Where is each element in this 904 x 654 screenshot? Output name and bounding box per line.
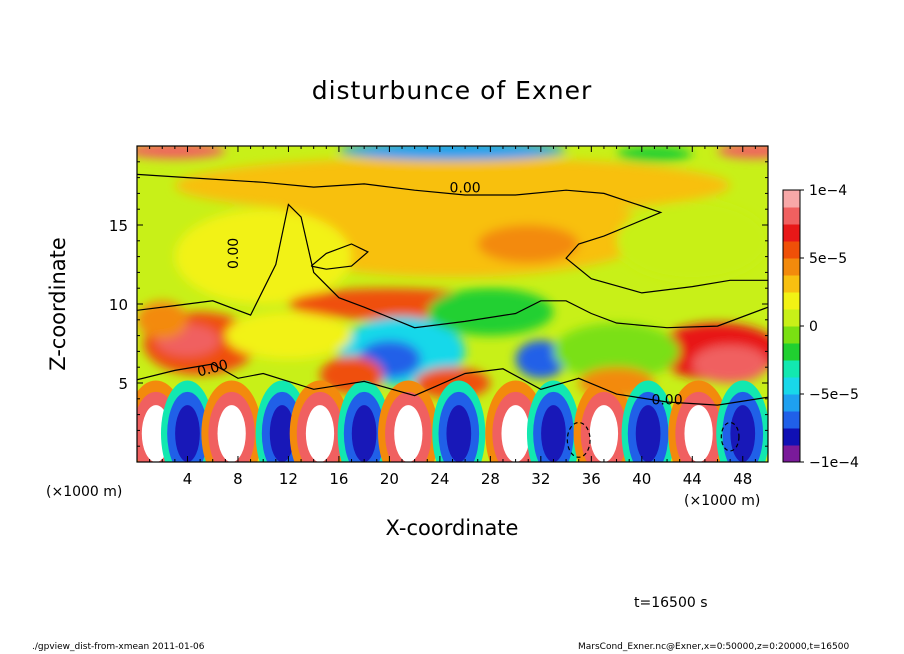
x-tick-label: 32: [531, 470, 550, 488]
x-tick-label: 36: [582, 470, 601, 488]
y-tick-label: 15: [109, 217, 128, 235]
x-unit-label-right: (×1000 m): [684, 493, 761, 509]
colorbar-swatch: [783, 445, 800, 463]
zero-contour-line: [137, 363, 768, 406]
contour-label: 0.00: [450, 181, 481, 197]
contour-label: 0.00: [226, 238, 242, 269]
colorbar-swatch: [783, 207, 800, 225]
cell-core: [684, 405, 713, 462]
cell-core: [501, 405, 530, 462]
field-blob: [225, 311, 352, 360]
colorbar-tick-label: 5e−5: [809, 251, 847, 267]
y-tick-label: 5: [118, 375, 128, 393]
field-blob: [174, 157, 731, 214]
zero-contour-line: [137, 203, 768, 329]
colorbar-swatch: [783, 394, 800, 412]
cell-core: [589, 405, 619, 462]
y-tick-label: 10: [109, 296, 128, 314]
footer-source: MarsCond_Exner.nc@Exner,x=0:50000,z=0:20…: [578, 642, 850, 652]
contour-label: 0.00: [196, 357, 230, 381]
cell-core: [351, 405, 377, 462]
field-blob: [137, 300, 188, 339]
y-axis-label: Z-coordinate: [46, 237, 70, 371]
field-blob: [515, 340, 567, 379]
x-tick-label: 24: [430, 470, 449, 488]
negative-contour: [720, 421, 740, 452]
colorbar-swatch: [783, 190, 800, 208]
cell-core: [446, 405, 472, 462]
surface-cells: [137, 380, 768, 462]
x-tick-label: 16: [329, 470, 348, 488]
zero-contour-line: [310, 243, 369, 270]
colorbar-swatch: [783, 377, 800, 395]
cell-core: [217, 405, 246, 462]
field-blob: [692, 345, 768, 383]
x-tick-label: 4: [183, 470, 193, 488]
x-axis-label: X-coordinate: [385, 516, 519, 540]
x-tick-label: 8: [233, 470, 243, 488]
x-tick-label: 12: [279, 470, 298, 488]
field-blobs: [137, 146, 768, 399]
x-tick-label: 48: [733, 470, 752, 488]
cell-core: [269, 405, 295, 462]
field-blob: [717, 146, 768, 159]
x-tick-label: 28: [481, 470, 500, 488]
colorbar-swatch: [783, 309, 800, 327]
colorbar-swatch: [783, 224, 800, 242]
cell-core: [730, 405, 756, 462]
chart-title: disturbunce of Exner: [311, 76, 593, 105]
field-blob: [137, 146, 226, 159]
colorbar-tick-label: −1e−4: [809, 455, 859, 471]
field-blob: [616, 201, 768, 281]
colorbar-swatch: [783, 275, 800, 293]
cell-core: [541, 405, 566, 462]
colorbar-tick-label: 1e−4: [809, 183, 847, 199]
colorbar: 1e−4 5e−5 0 −5e−5 −1e−4: [782, 183, 859, 471]
colorbar-swatch: [783, 343, 800, 361]
zero-contours: 0.00 0.00 0.00 0.00: [137, 173, 768, 458]
field-blob: [553, 322, 680, 380]
field-blob: [427, 288, 554, 336]
colorbar-tick-label: −5e−5: [809, 387, 859, 403]
footer-script: ./gpview_dist-from-xmean 2011-01-06: [32, 642, 205, 652]
cell-core: [305, 405, 335, 462]
colorbar-swatch: [783, 241, 800, 259]
colorbar-swatch: [783, 428, 800, 446]
x-tick-label: 20: [380, 470, 399, 488]
x-tick-label: 40: [632, 470, 651, 488]
contour-label: 0.00: [651, 392, 682, 408]
colorbar-swatch: [783, 411, 800, 429]
x-tick-label: 44: [683, 470, 702, 488]
cell-core: [394, 405, 423, 462]
colorbar-tick-label: 0: [809, 319, 818, 335]
field-blob: [616, 146, 693, 162]
heatmap-field: [137, 146, 768, 462]
cell-core: [175, 405, 200, 462]
field-blob: [174, 209, 352, 304]
zero-contour-line: [137, 173, 768, 294]
field-blob: [477, 225, 579, 263]
time-stamp: t=16500 s: [634, 595, 708, 611]
negative-contour: [566, 421, 591, 458]
cell-core: [635, 405, 661, 462]
x-unit-label-left: (×1000 m): [46, 484, 123, 500]
colorbar-swatch: [783, 258, 800, 276]
colorbar-swatch: [783, 292, 800, 310]
colorbar-swatch: [783, 326, 800, 344]
colorbar-swatch: [783, 360, 800, 378]
field-blob: [338, 146, 567, 161]
